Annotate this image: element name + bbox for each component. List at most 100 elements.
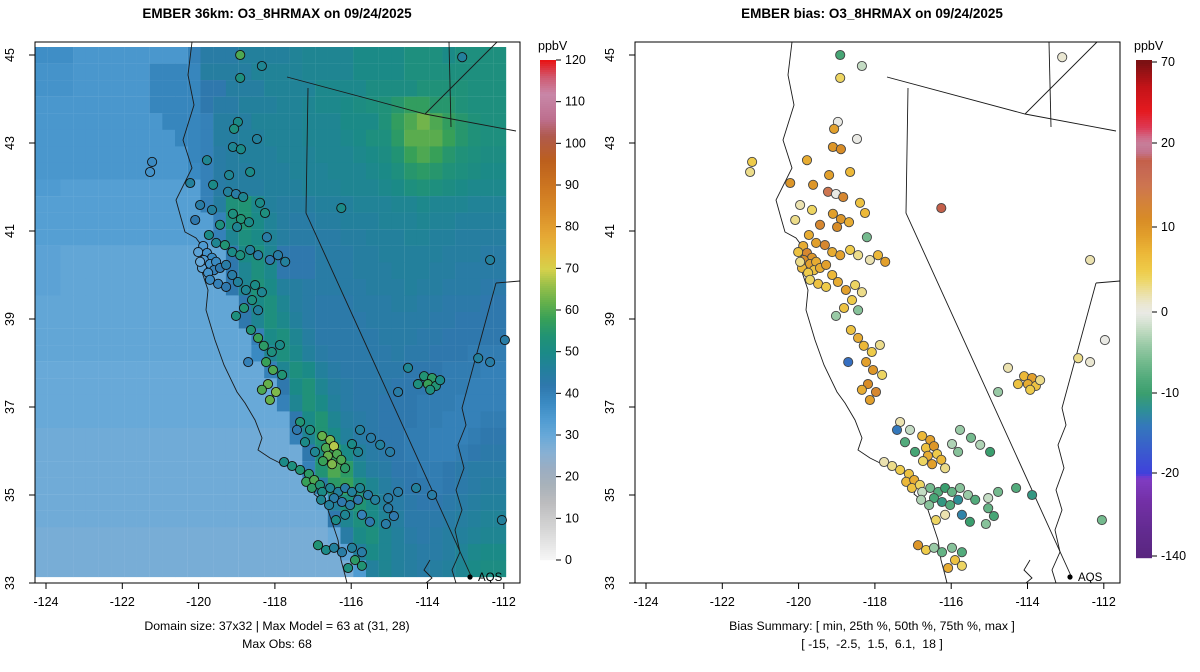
raster-cell bbox=[162, 345, 176, 362]
raster-cell bbox=[340, 278, 354, 296]
colorbar-slice bbox=[540, 108, 556, 111]
raster-cell bbox=[35, 560, 48, 578]
raster-cell bbox=[442, 80, 456, 97]
colorbar-slice bbox=[1136, 412, 1152, 415]
raster-cell bbox=[391, 179, 405, 197]
raster-cell bbox=[47, 146, 61, 164]
right-caption-line2: [ -15, -2.5, 1.5, 6.1, 18 ] bbox=[801, 637, 943, 651]
raster-cell bbox=[366, 113, 379, 131]
raster-cell bbox=[187, 461, 201, 478]
station-dot bbox=[256, 60, 267, 72]
raster-cell bbox=[467, 113, 481, 131]
colorbar-slice bbox=[540, 318, 556, 321]
raster-cell bbox=[378, 328, 392, 346]
station-dot bbox=[916, 494, 927, 505]
colorbar-slice bbox=[540, 352, 556, 355]
colorbar-slice bbox=[540, 292, 556, 295]
raster-cell bbox=[480, 444, 494, 462]
colorbar-slice bbox=[540, 242, 556, 245]
raster-cell bbox=[289, 477, 303, 495]
raster-cell bbox=[327, 560, 341, 578]
colorbar-slice bbox=[540, 550, 556, 553]
station-dot bbox=[259, 207, 271, 219]
raster-cell bbox=[149, 96, 163, 114]
raster-cell bbox=[187, 278, 201, 296]
raster-cell bbox=[98, 262, 112, 280]
raster-cell bbox=[315, 179, 328, 197]
colorbar-slice bbox=[540, 390, 556, 393]
station-dot bbox=[235, 144, 246, 155]
raster-cell bbox=[455, 477, 468, 495]
raster-cell bbox=[60, 510, 74, 528]
raster-cell bbox=[85, 162, 99, 180]
colorbar-slice bbox=[540, 428, 556, 431]
colorbar-slice bbox=[540, 424, 556, 427]
colorbar-slice bbox=[1136, 478, 1152, 481]
colorbar-slice bbox=[1136, 106, 1152, 109]
colorbar-slice bbox=[1136, 184, 1152, 187]
raster-cell bbox=[404, 295, 418, 313]
raster-cell bbox=[213, 361, 227, 379]
colorbar-slice bbox=[540, 558, 556, 561]
colorbar-slice bbox=[540, 200, 556, 203]
station-dot bbox=[930, 515, 941, 526]
raster-cell bbox=[175, 427, 188, 445]
raster-cell bbox=[175, 245, 188, 263]
raster-cell bbox=[302, 80, 316, 97]
raster-cell bbox=[429, 162, 443, 180]
raster-cell bbox=[35, 113, 48, 131]
raster-cell bbox=[124, 461, 137, 478]
colorbar-slice bbox=[1136, 174, 1152, 177]
raster-cell bbox=[124, 278, 137, 296]
colorbar-slice bbox=[1136, 316, 1152, 319]
raster-cell bbox=[35, 146, 48, 164]
raster-cell bbox=[73, 245, 87, 263]
raster-cell bbox=[378, 345, 392, 362]
raster-cell bbox=[289, 96, 303, 114]
raster-cell bbox=[225, 527, 239, 545]
colorbar-slice bbox=[1136, 548, 1152, 551]
raster-cell bbox=[162, 196, 176, 213]
colorbar-slice bbox=[1136, 240, 1152, 243]
raster-cell bbox=[404, 328, 418, 346]
colorbar-slice bbox=[1136, 232, 1152, 235]
colorbar-slice bbox=[1136, 166, 1152, 169]
colorbar-slice bbox=[1136, 192, 1152, 195]
plot-box bbox=[34, 41, 521, 584]
raster-cell bbox=[251, 543, 265, 561]
raster-cell bbox=[378, 461, 392, 478]
raster-cell bbox=[73, 80, 87, 97]
colorbar-slice bbox=[1136, 88, 1152, 91]
colorbar-slice bbox=[540, 194, 556, 197]
station-dot bbox=[240, 284, 251, 296]
raster-cell bbox=[98, 212, 112, 230]
colorbar-slice bbox=[540, 296, 556, 299]
raster-cell bbox=[225, 96, 239, 114]
raster-cell bbox=[124, 527, 137, 545]
station-dot bbox=[261, 357, 272, 368]
colorbar-slice bbox=[1136, 238, 1152, 241]
station-dot bbox=[232, 221, 243, 233]
raster-cell bbox=[47, 494, 61, 511]
colorbar-tick-label: -10 bbox=[1161, 386, 1179, 400]
raster-cell bbox=[251, 96, 265, 114]
raster-cell bbox=[162, 461, 176, 478]
colorbar-slice bbox=[1136, 190, 1152, 193]
x-tick-label: -114 bbox=[1015, 595, 1039, 609]
raster-cell bbox=[251, 560, 265, 578]
station-dots bbox=[745, 49, 1110, 574]
raster-cell bbox=[136, 328, 150, 346]
raster-cell bbox=[98, 278, 112, 296]
raster-cell bbox=[404, 47, 418, 64]
raster-cell bbox=[162, 411, 176, 429]
raster-cell bbox=[480, 560, 494, 578]
raster-cell bbox=[85, 212, 99, 230]
colorbar-slice bbox=[1136, 432, 1152, 435]
raster-cell bbox=[187, 345, 201, 362]
station-dot bbox=[924, 500, 935, 511]
colorbar-slice bbox=[540, 70, 556, 73]
colorbar-slice bbox=[1136, 448, 1152, 451]
raster-cell bbox=[366, 527, 379, 545]
raster-cell bbox=[111, 113, 125, 131]
colorbar-slice bbox=[1136, 170, 1152, 173]
